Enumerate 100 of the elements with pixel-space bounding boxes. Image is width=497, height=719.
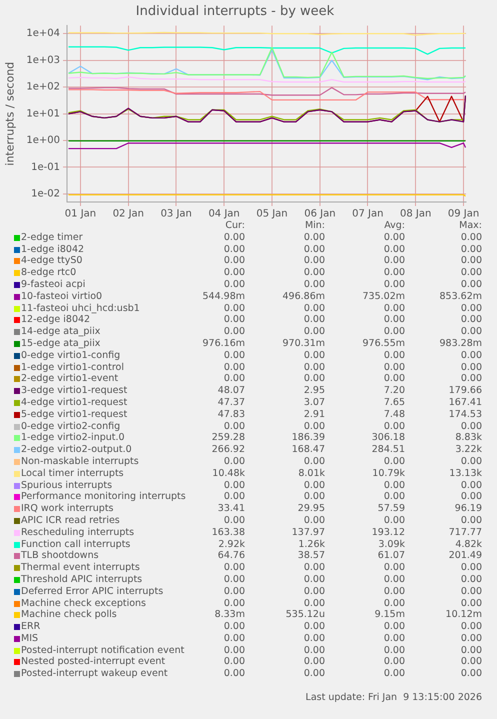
text: 0.00 — [222, 267, 245, 280]
text: 0.00 — [460, 574, 482, 585]
text: 0.00 — [460, 480, 482, 491]
text: 0.00 — [222, 350, 245, 362]
text: 0.00 — [382, 621, 405, 634]
text: 8.33m — [214, 609, 245, 622]
text: 0.00 — [460, 456, 482, 467]
text: 0.00 — [460, 373, 482, 384]
text: 1.26k — [297, 538, 325, 551]
legend-label: 15-edge ata_piix — [21, 338, 100, 350]
text: 3.07 — [302, 396, 325, 409]
text: 0.00 — [302, 255, 325, 268]
text: 2.95 — [302, 385, 325, 398]
x-tick-label: 02 Jan — [112, 208, 144, 220]
text: 48.07 — [216, 385, 245, 398]
text: 0.00 — [460, 326, 482, 338]
text: 0.00 — [222, 373, 245, 386]
text: 10.48k — [211, 468, 245, 480]
text: 306.18 — [370, 432, 405, 444]
legend-label: Local timer interrupts — [21, 468, 124, 480]
text: 0.00 — [382, 350, 405, 362]
text: 266.92 — [210, 444, 245, 456]
text: 61.07 — [376, 550, 405, 562]
text: 0.00 — [302, 668, 325, 680]
text: 0.00 — [302, 278, 325, 291]
text: 0.00 — [382, 302, 405, 315]
text: 0.00 — [460, 278, 482, 290]
text: 3.09k — [377, 538, 405, 551]
text: 38.57 — [296, 550, 325, 562]
y-tick-label: 1e+04 — [26, 28, 60, 40]
text: 2.92k — [217, 538, 245, 551]
legend-label: Deferred Error APIC interrupts — [21, 586, 164, 598]
legend-label: Threshold APIC interrupts — [21, 574, 142, 586]
text: Avg: — [383, 220, 405, 232]
text: 0.00 — [460, 491, 482, 502]
text: 0.00 — [460, 644, 482, 656]
text: 0.00 — [222, 244, 245, 256]
text: 0.00 — [460, 314, 482, 326]
text: 0.00 — [382, 586, 405, 598]
text: 496.86m — [282, 290, 325, 303]
text: 3.22k — [455, 444, 482, 456]
legend-label: Posted-interrupt notification event — [21, 644, 184, 656]
text: 0.00 — [222, 232, 245, 244]
legend-label: MIS — [21, 632, 38, 645]
text: 0.00 — [224, 491, 245, 502]
text: 0.00 — [222, 586, 245, 598]
legend-label: TLB shootdowns — [21, 550, 99, 562]
text: 0.00 — [460, 350, 482, 361]
text: 544.98m — [202, 290, 245, 303]
text: 0.00 — [460, 232, 482, 243]
legend-label: 8-edge rtc0 — [21, 267, 76, 280]
text: 167.41 — [448, 396, 482, 408]
y-axis-title: interrupts / second — [3, 62, 16, 166]
text: 0.00 — [224, 668, 245, 680]
text: 0.00 — [460, 514, 482, 526]
text: 0.00 — [460, 562, 482, 574]
text: 0.00 — [382, 514, 405, 527]
legend-label: Posted-interrupt wakeup event — [21, 668, 168, 680]
text: 7.20 — [382, 385, 405, 398]
legend-label: Performance monitoring interrupts — [21, 491, 186, 504]
text: 0.00 — [302, 362, 325, 374]
text: 0.00 — [382, 456, 405, 468]
text: 0.00 — [302, 621, 325, 634]
text: 0.00 — [382, 244, 405, 256]
text: 2.91 — [302, 408, 325, 421]
text: 0.00 — [382, 362, 405, 374]
legend-label: Nested posted-interrupt event — [21, 656, 166, 668]
text: 8.01k — [297, 468, 325, 480]
legend-label: Non-maskable interrupts — [21, 456, 139, 468]
text: 0.00 — [382, 644, 405, 657]
text: 33.41 — [216, 503, 245, 516]
legend-label: 2-edge virtio1-event — [21, 373, 118, 386]
x-tick-label: 06 Jan — [304, 208, 336, 220]
x-tick-label: 08 Jan — [400, 208, 432, 220]
y-tick-label: 1e+02 — [26, 82, 60, 93]
y-tick-label: 1e+00 — [26, 135, 60, 146]
text: 0.00 — [460, 632, 482, 644]
legend-label: 12-edge i8042 — [21, 314, 90, 326]
text: 0.00 — [302, 302, 325, 315]
text: 0.00 — [222, 598, 245, 610]
text: 0.00 — [302, 420, 325, 433]
legend-label: 1-edge virtio1-control — [21, 362, 124, 374]
text: 0.00 — [222, 656, 245, 668]
text: 970.31m — [282, 338, 325, 350]
text: 0.00 — [222, 574, 245, 586]
text: 57.59 — [376, 503, 405, 516]
text: 0.00 — [302, 491, 325, 504]
text: 0.00 — [382, 598, 405, 610]
text: 0.00 — [224, 644, 245, 656]
legend-label: 0-edge virtio2-config — [21, 420, 120, 432]
legend-label: 9-fasteoi acpi — [21, 278, 86, 291]
text: 0.00 — [382, 232, 405, 244]
text: 0.00 — [382, 562, 405, 574]
text: 29.95 — [296, 503, 325, 516]
text: 0.00 — [302, 598, 325, 610]
text: 717.77 — [448, 526, 482, 538]
legend-label: Machine check exceptions — [21, 598, 146, 610]
text: 64.76 — [216, 550, 245, 562]
legend-label: Rescheduling interrupts — [21, 526, 134, 539]
text: 0.00 — [222, 480, 245, 492]
